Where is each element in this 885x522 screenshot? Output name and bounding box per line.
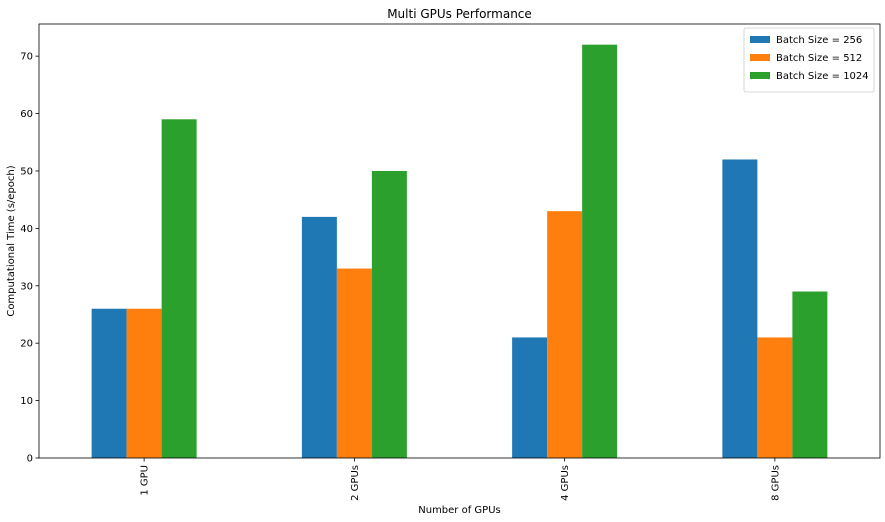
legend-swatch-2	[750, 54, 770, 61]
plot-area: 0 10 20 30 40 50 60 70 1 GPU 2 GPUs 4 GPUs 8 GPUs	[20, 23, 881, 501]
bar-1-1	[91, 308, 127, 458]
legend-label-2: Batch Size = 512	[776, 53, 862, 64]
legend-swatch-3	[750, 72, 770, 79]
legend-label-1: Batch Size = 256	[776, 35, 862, 46]
bar-1-3	[512, 337, 548, 458]
bar-3-2	[371, 170, 407, 459]
chart-title: Multi GPUs Performance	[387, 7, 532, 21]
y-tick-label-4: 40	[20, 224, 33, 235]
legend-box	[743, 27, 875, 93]
bar-1-4	[722, 159, 758, 458]
bar-3-4	[792, 291, 828, 458]
x-tick-label-3: 8 GPUs	[770, 465, 781, 501]
bar-2-3	[547, 211, 583, 458]
axes-frame	[38, 23, 881, 459]
bar-3-3	[582, 44, 618, 459]
bar-2-1	[126, 308, 162, 458]
legend-swatch-1	[750, 36, 770, 43]
bar-2-2	[336, 268, 372, 458]
legend-label-3: Batch Size = 1024	[776, 71, 869, 82]
y-tick-label-6: 60	[20, 109, 33, 120]
x-axis-label: Number of GPUs	[418, 505, 500, 516]
x-tick-label-0: 1 GPU	[140, 465, 151, 496]
x-tick-label-2: 4 GPUs	[560, 465, 571, 501]
y-tick-label-2: 20	[20, 339, 33, 350]
y-tick-label-3: 30	[20, 281, 33, 292]
y-tick-label-0: 0	[27, 454, 33, 465]
y-tick-label-7: 70	[20, 52, 33, 63]
bar-3-1	[161, 119, 197, 458]
legend: Batch Size = 256 Batch Size = 512 Batch Si…	[743, 27, 875, 93]
y-tick-label-5: 50	[20, 166, 33, 177]
y-axis-label: Computational Time (s/epoch)	[6, 165, 17, 316]
y-tick-label-1: 10	[20, 396, 33, 407]
x-tick-label-1: 2 GPUs	[350, 465, 361, 501]
bar-1-2	[301, 216, 337, 458]
bar-2-4	[757, 337, 793, 458]
